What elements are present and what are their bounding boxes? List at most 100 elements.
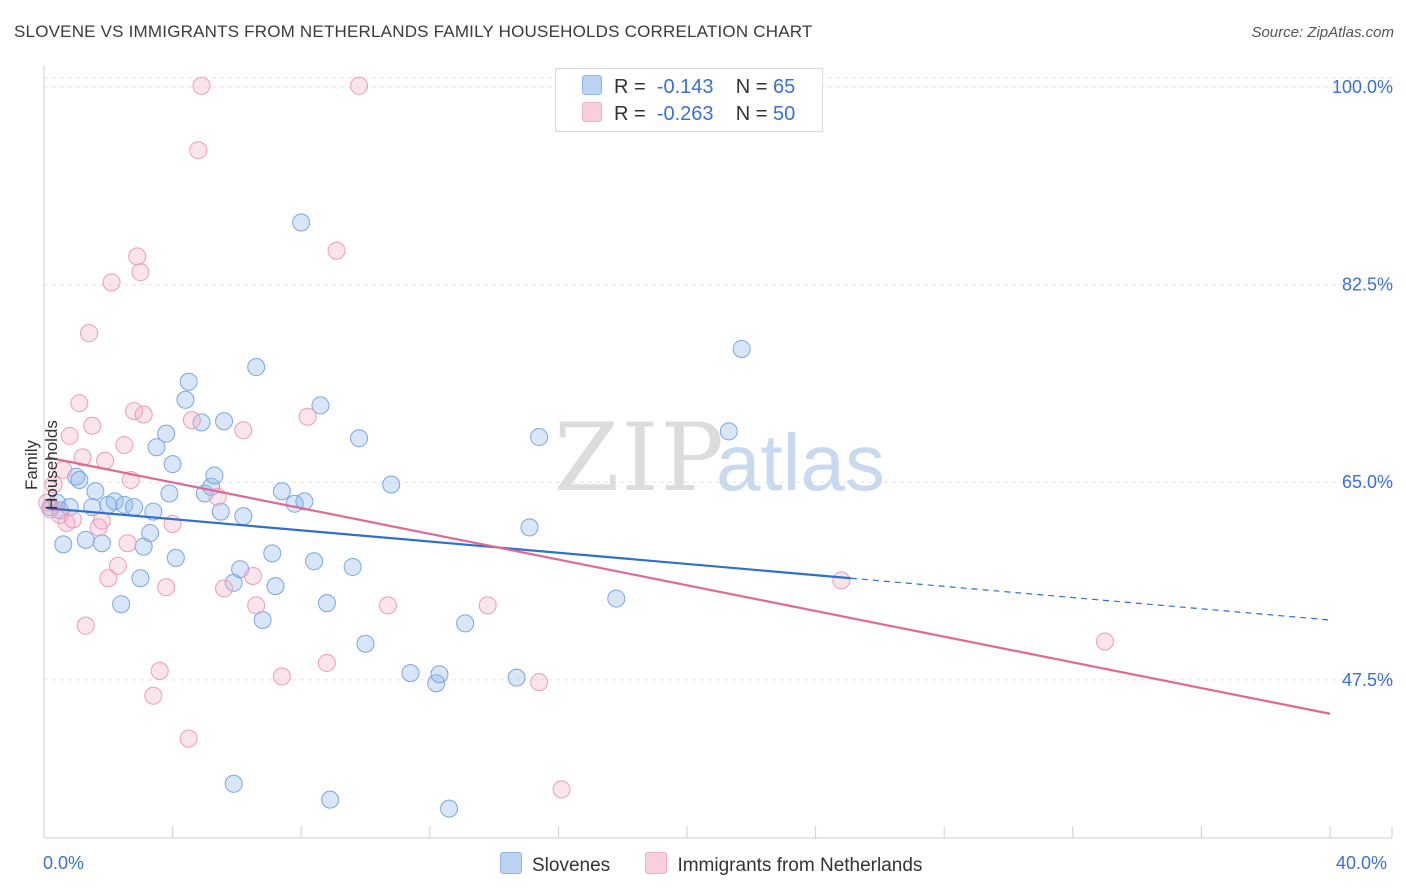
point-slovenes xyxy=(144,502,163,521)
point-netherlands xyxy=(60,426,79,445)
point-slovenes xyxy=(224,774,243,793)
point-slovenes xyxy=(321,790,340,809)
point-netherlands xyxy=(108,556,127,575)
point-netherlands xyxy=(1095,632,1114,651)
point-slovenes xyxy=(86,482,105,501)
point-netherlands xyxy=(80,324,99,343)
y-tick-label: 82.5% xyxy=(1342,275,1393,295)
point-slovenes xyxy=(112,595,131,614)
point-netherlands xyxy=(83,416,102,435)
point-slovenes xyxy=(292,213,311,232)
legend-item-slovenes[interactable]: Slovenes xyxy=(500,852,610,877)
n-label: N = xyxy=(735,103,768,125)
source-label: Source: ZipAtlas.com xyxy=(1251,24,1394,41)
legend-label-slovenes: Slovenes xyxy=(532,855,611,876)
point-netherlands xyxy=(118,534,137,553)
point-slovenes xyxy=(54,535,73,554)
point-netherlands xyxy=(298,407,317,426)
point-netherlands xyxy=(182,411,201,430)
watermark-atlas: atlas xyxy=(716,418,885,507)
point-netherlands xyxy=(131,263,150,282)
n-label: N = xyxy=(735,76,768,98)
point-netherlands xyxy=(115,435,134,454)
y-tick-label: 47.5% xyxy=(1342,670,1393,690)
point-slovenes xyxy=(131,569,150,588)
gridlines xyxy=(44,77,1392,681)
trend-line-netherlands xyxy=(46,456,1331,715)
point-netherlands xyxy=(247,596,266,615)
point-slovenes xyxy=(272,482,291,501)
point-netherlands xyxy=(327,241,346,260)
legend-label-netherlands: Immigrants from Netherlands xyxy=(677,855,923,876)
point-slovenes xyxy=(507,668,526,687)
point-netherlands xyxy=(215,579,234,598)
point-slovenes xyxy=(311,396,330,415)
point-slovenes xyxy=(732,339,751,358)
point-netherlands xyxy=(192,76,211,95)
point-slovenes xyxy=(147,438,166,457)
point-slovenes xyxy=(179,372,198,391)
point-slovenes xyxy=(92,534,111,553)
stats-row-netherlands: R = -0.263 N = 50 xyxy=(582,102,795,128)
point-slovenes xyxy=(76,530,95,549)
point-slovenes xyxy=(247,358,266,377)
point-netherlands xyxy=(379,596,398,615)
point-netherlands xyxy=(157,578,176,597)
point-netherlands xyxy=(350,76,369,95)
point-slovenes xyxy=(234,507,253,526)
r-value: -0.263 xyxy=(656,103,714,125)
point-slovenes xyxy=(440,799,459,818)
point-netherlands xyxy=(478,596,497,615)
point-netherlands xyxy=(128,247,147,266)
point-netherlands xyxy=(179,729,198,748)
point-netherlands xyxy=(73,448,92,467)
point-netherlands xyxy=(272,667,291,686)
swatch-netherlands xyxy=(582,102,602,122)
point-slovenes xyxy=(719,422,738,441)
point-netherlands xyxy=(189,141,208,160)
trend-line-slovenes-extension xyxy=(850,577,1331,621)
point-slovenes xyxy=(215,412,234,431)
point-slovenes xyxy=(356,634,375,653)
r-label: R = xyxy=(614,103,646,125)
point-netherlands xyxy=(552,780,571,799)
point-slovenes xyxy=(157,424,176,443)
point-slovenes xyxy=(317,594,336,613)
point-netherlands xyxy=(44,475,63,494)
point-netherlands xyxy=(92,511,111,530)
y-axis-title: Family Households xyxy=(22,420,61,510)
point-slovenes xyxy=(211,502,230,521)
point-slovenes xyxy=(105,492,124,511)
legend-item-netherlands[interactable]: Immigrants from Netherlands xyxy=(645,852,922,877)
point-netherlands xyxy=(134,405,153,424)
point-netherlands xyxy=(125,402,144,421)
point-slovenes xyxy=(163,455,182,474)
legend-swatch-netherlands xyxy=(645,852,668,874)
n-value: 65 xyxy=(773,76,796,98)
axes xyxy=(43,66,1393,839)
point-slovenes xyxy=(520,518,539,537)
point-netherlands xyxy=(317,653,336,672)
point-slovenes xyxy=(125,498,144,517)
point-slovenes xyxy=(166,548,185,567)
point-slovenes xyxy=(205,466,224,485)
point-slovenes xyxy=(456,614,475,633)
r-value: -0.143 xyxy=(656,76,714,98)
point-netherlands xyxy=(99,569,118,588)
point-slovenes xyxy=(295,492,314,511)
watermark-zip: ZIP xyxy=(554,404,726,513)
point-slovenes xyxy=(263,544,282,563)
swatch-slovenes xyxy=(582,75,602,95)
legend-swatch-slovenes xyxy=(500,852,522,874)
y-tick-label: 100.0% xyxy=(1332,77,1393,97)
stats-legend: R = -0.143 N = 65 R = -0.263 N = 50 xyxy=(555,68,823,132)
point-netherlands xyxy=(102,273,121,292)
point-slovenes xyxy=(382,475,401,494)
point-slovenes xyxy=(266,577,285,596)
chart-title: SLOVENE VS IMMIGRANTS FROM NETHERLANDS F… xyxy=(14,22,813,41)
point-netherlands xyxy=(234,421,253,440)
point-slovenes xyxy=(530,428,549,447)
stats-row-slovenes: R = -0.143 N = 65 xyxy=(582,75,795,101)
